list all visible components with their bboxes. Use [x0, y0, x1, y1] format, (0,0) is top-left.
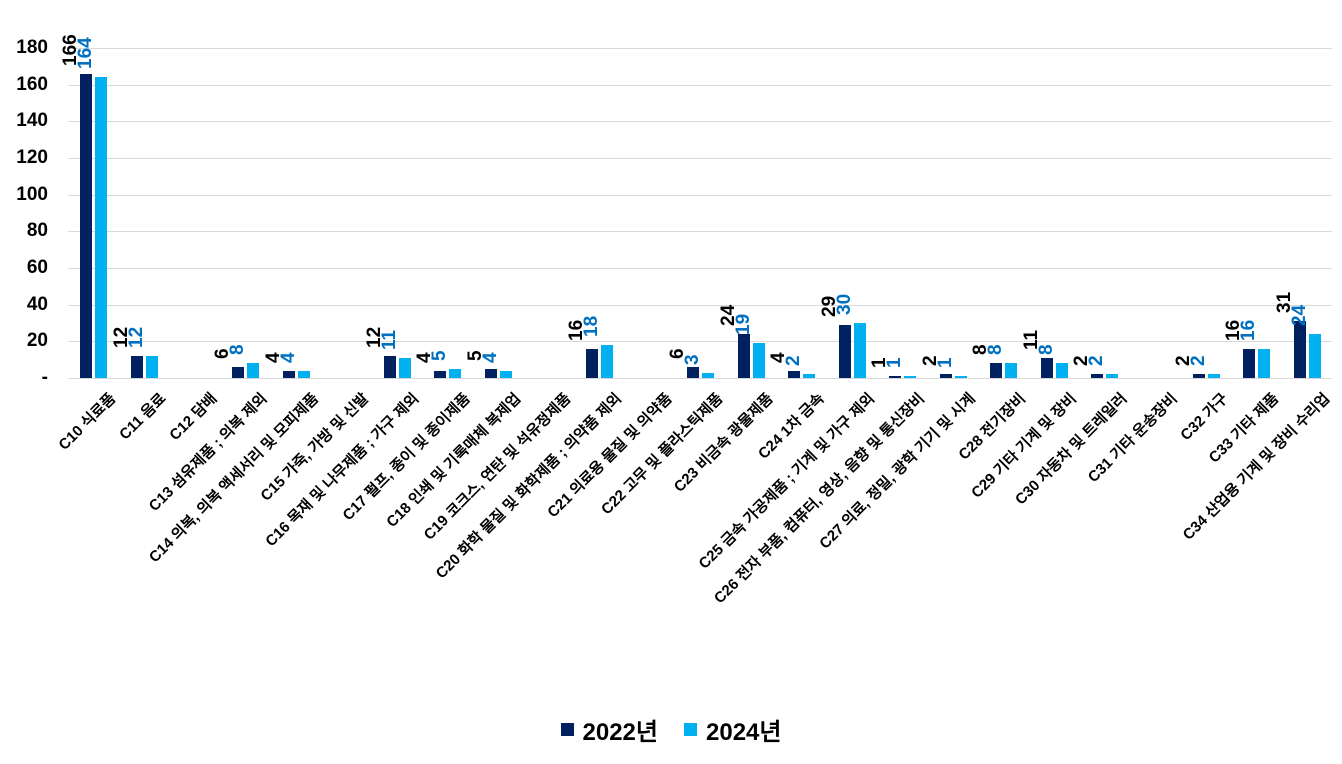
bar-2024-c34 — [1308, 334, 1321, 378]
y-axis-tick-60: 60 — [26, 257, 48, 278]
bar-2022-c10 — [80, 73, 93, 378]
legend-item-2024[interactable]: 2024년 — [684, 712, 781, 747]
bar-2022-c17 — [434, 370, 447, 378]
gridline-160 — [68, 84, 1332, 86]
value-label-2024-c17: 5 — [429, 350, 451, 361]
bar-2024-c28 — [1005, 363, 1018, 378]
value-label-2024-c24: 2 — [783, 355, 805, 367]
bar-2024-c29 — [1055, 363, 1068, 378]
value-label-2024-c13: 8 — [226, 344, 248, 356]
gridline-180 — [68, 48, 1332, 49]
bar-2024-c17 — [449, 368, 462, 378]
value-label-2024-c32: 2 — [1187, 355, 1209, 367]
y-axis-tick-80: 80 — [26, 220, 48, 242]
legend-label-2024: 2024년 — [706, 719, 782, 746]
y-axis-tick-120: 120 — [16, 147, 48, 168]
value-label-2024-c16: 11 — [378, 329, 400, 350]
bar-2024-c11 — [145, 356, 158, 378]
value-label-2024-c14: 4 — [277, 352, 299, 363]
bar-2022-c11 — [130, 356, 143, 378]
legend-swatch-2024 — [684, 723, 697, 736]
x-axis-label-c23: C23 비금속 광물제품 — [670, 390, 777, 496]
bar-2022-c24 — [788, 370, 801, 378]
legend-item-2022[interactable]: 2022년 — [560, 712, 658, 747]
value-label-2024-c27: 1 — [934, 357, 956, 369]
bar-2024-c27 — [954, 376, 967, 378]
value-label-2024-c28: 8 — [985, 344, 1007, 356]
value-label-2024-c18: 4 — [479, 352, 501, 363]
bar-2022-c16 — [383, 356, 396, 378]
y-axis-tick-20: 20 — [26, 330, 48, 352]
y-axis-tick-180: 180 — [16, 37, 48, 58]
x-axis-label-c20: C20 화학 물질 및 화학제품 ; 의약품 제외 — [432, 390, 625, 583]
bar-2022-c26 — [889, 376, 902, 378]
bar-2024-c13 — [246, 363, 259, 378]
bar-2024-c18 — [499, 370, 512, 378]
gridline-40 — [68, 304, 1332, 306]
value-label-2024-c29: 8 — [1035, 344, 1057, 356]
bar-2022-c23 — [737, 334, 750, 378]
bar-2024-c25 — [853, 323, 866, 378]
bar-2024-c30 — [1106, 374, 1119, 378]
bar-2022-c25 — [838, 324, 851, 378]
gridline-60 — [68, 268, 1332, 269]
bar-2024-c10 — [95, 77, 108, 378]
bar-2022-c22 — [687, 367, 699, 378]
x-axis-label-c11: C11 음료 — [116, 390, 170, 444]
legend-swatch-2022 — [560, 723, 574, 736]
y-axis-tick-40: 40 — [26, 293, 48, 315]
y-axis-tick-160: 160 — [16, 73, 48, 95]
bar-2022-c27 — [939, 374, 952, 378]
y-axis-tick-0: - — [41, 367, 48, 388]
gridline-120 — [68, 158, 1332, 159]
gridline-140 — [68, 121, 1332, 123]
value-label-2024-c10: 164 — [75, 37, 97, 70]
bar-2024-c24 — [803, 374, 816, 378]
bar-2022-c13 — [231, 367, 244, 378]
value-label-2024-c23: 19 — [732, 314, 754, 336]
bar-2024-c33 — [1258, 348, 1271, 378]
bar-2022-c18 — [484, 368, 497, 378]
value-label-2024-c11: 12 — [125, 326, 147, 348]
bar-2022-c20 — [585, 348, 598, 378]
bar-2022-c28 — [990, 363, 1003, 378]
gridline-80 — [68, 231, 1332, 233]
legend-label-2022: 2022년 — [582, 719, 658, 746]
value-label-2024-c26: 1 — [884, 357, 906, 369]
bar-2024-c22 — [702, 372, 714, 378]
y-axis-tick-140: 140 — [16, 110, 48, 132]
bar-2022-c33 — [1243, 348, 1256, 378]
value-label-2024-c33: 16 — [1238, 319, 1260, 341]
bar-2024-c20 — [600, 345, 613, 378]
chart-legend: 2022년 2024년 — [0, 712, 1342, 747]
bar-2022-c14 — [282, 370, 295, 378]
bar-2022-c29 — [1040, 357, 1053, 378]
value-label-2024-c34: 24 — [1288, 304, 1310, 326]
value-label-2024-c22: 3 — [682, 353, 703, 365]
bar-2024-c14 — [297, 370, 310, 378]
bar-2022-c32 — [1192, 374, 1205, 378]
gridline-20 — [68, 341, 1332, 343]
gridline-0 — [68, 378, 1332, 379]
bar-2022-c34 — [1293, 321, 1306, 378]
x-axis-label-c31: C31 기타 운송장비 — [1085, 390, 1182, 486]
value-label-2024-c25: 30 — [833, 293, 855, 315]
bar-2024-c16 — [398, 357, 411, 378]
value-label-2024-c30: 2 — [1086, 355, 1108, 367]
gridline-100 — [68, 194, 1332, 196]
bar-2024-c26 — [904, 376, 917, 378]
bar-2024-c23 — [752, 343, 765, 378]
x-axis-label-c10: C10 식료품 — [55, 390, 120, 454]
y-axis-tick-100: 100 — [16, 183, 48, 205]
bar-2024-c32 — [1207, 374, 1220, 378]
value-label-2024-c20: 18 — [580, 315, 602, 337]
bar-2022-c30 — [1091, 374, 1104, 378]
